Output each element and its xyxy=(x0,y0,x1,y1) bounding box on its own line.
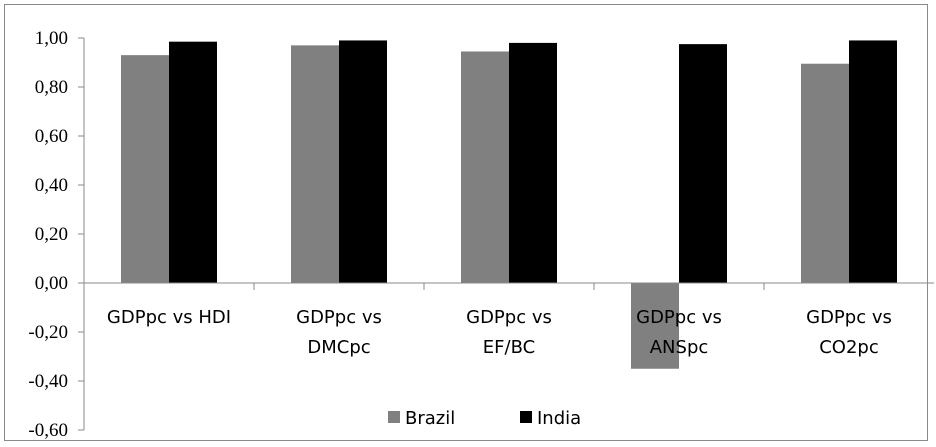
legend-swatch-india xyxy=(520,411,532,423)
category-label: GDPpc vs xyxy=(466,307,552,328)
y-tick-label: -0,20 xyxy=(28,322,68,343)
legend-label-brazil: Brazil xyxy=(405,408,455,429)
axes-layer xyxy=(78,37,934,431)
y-tick-label: 0,00 xyxy=(35,273,68,294)
y-tick-label: 0,80 xyxy=(35,77,68,98)
bar-brazil xyxy=(461,51,509,283)
bar-india xyxy=(339,40,387,284)
labels-layer: 1,00 0,80 0,60 0,40 0,20 0,00 -0,20 -0,40 -0,60 G… xyxy=(28,28,891,441)
category-label: ANSpc xyxy=(650,337,709,358)
bar-india xyxy=(169,41,217,283)
legend: Brazil India xyxy=(388,408,581,429)
category-label: DMCpc xyxy=(307,337,370,358)
y-tick-label: 1,00 xyxy=(35,28,68,49)
category-label: GDPpc vs xyxy=(636,307,722,328)
y-tick-label: 0,60 xyxy=(35,126,68,147)
bar-brazil xyxy=(121,55,169,284)
bar-brazil xyxy=(631,283,679,369)
bars-layer xyxy=(121,40,897,369)
category-label: EF/BC xyxy=(483,337,535,358)
bar-india xyxy=(849,40,897,284)
bar-india xyxy=(679,44,727,283)
y-tick-label: -0,60 xyxy=(28,420,68,441)
bar-brazil xyxy=(801,63,849,283)
y-tick-label: 0,40 xyxy=(35,175,68,196)
category-label: GDPpc vs HDI xyxy=(107,307,231,328)
category-label: CO2pc xyxy=(819,337,879,358)
y-tick-label: -0,40 xyxy=(28,371,68,392)
bar-india xyxy=(509,42,557,284)
bar-brazil xyxy=(291,45,339,283)
category-label: GDPpc vs xyxy=(806,307,892,328)
y-tick-label: 0,20 xyxy=(35,224,68,245)
legend-label-india: India xyxy=(537,408,581,429)
category-label: GDPpc vs xyxy=(296,307,382,328)
legend-swatch-brazil xyxy=(388,411,400,423)
